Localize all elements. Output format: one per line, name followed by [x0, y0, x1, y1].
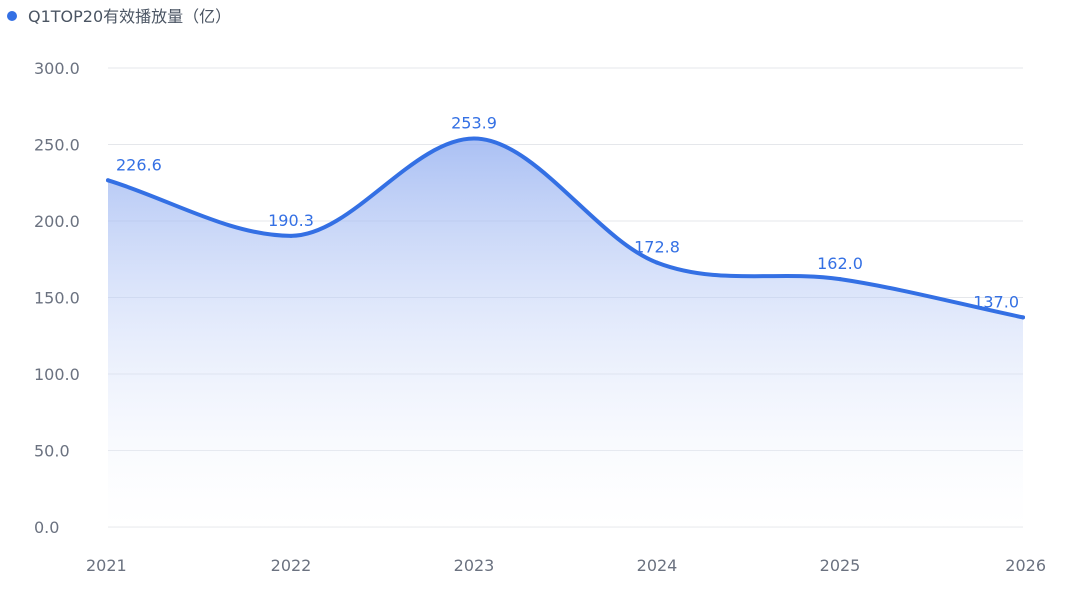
data-point — [106, 178, 110, 183]
y-tick-label: 300.0 — [34, 59, 80, 78]
y-tick-label: 150.0 — [34, 289, 80, 308]
legend-marker — [7, 11, 17, 21]
x-tick-label: 2025 — [820, 556, 861, 575]
y-tick-label: 250.0 — [34, 136, 80, 155]
x-axis: 2021 2022 2023 2024 2025 2026 — [86, 556, 1046, 575]
x-tick-label: 2026 — [1005, 556, 1046, 575]
y-tick-label: 50.0 — [34, 442, 70, 461]
data-label: 190.3 — [268, 211, 314, 230]
data-point — [289, 233, 293, 238]
data-label: 162.0 — [817, 254, 863, 273]
data-point — [838, 277, 842, 282]
x-tick-label: 2022 — [271, 556, 312, 575]
x-tick-label: 2024 — [637, 556, 678, 575]
data-labels: 226.6 190.3 253.9 172.8 162.0 137.0 — [106, 114, 1025, 320]
data-label: 137.0 — [973, 292, 1019, 311]
legend: Q1TOP20有效播放量（亿） — [7, 7, 231, 26]
legend-label: Q1TOP20有效播放量（亿） — [28, 7, 231, 26]
y-axis: 0.0 50.0 100.0 150.0 200.0 250.0 300.0 — [34, 59, 80, 537]
area-fill — [108, 138, 1023, 527]
data-label: 172.8 — [634, 238, 680, 257]
data-point — [1021, 315, 1025, 320]
data-label: 226.6 — [116, 155, 162, 174]
x-tick-label: 2023 — [454, 556, 495, 575]
data-label: 253.9 — [451, 114, 497, 133]
series-line — [106, 136, 1025, 320]
y-tick-label: 200.0 — [34, 212, 80, 231]
x-tick-label: 2021 — [86, 556, 127, 575]
series-line-path — [106, 136, 1025, 320]
y-tick-label: 0.0 — [34, 518, 59, 537]
data-point — [655, 260, 659, 265]
data-point — [472, 136, 476, 141]
series-area — [108, 138, 1023, 527]
y-tick-label: 100.0 — [34, 365, 80, 384]
